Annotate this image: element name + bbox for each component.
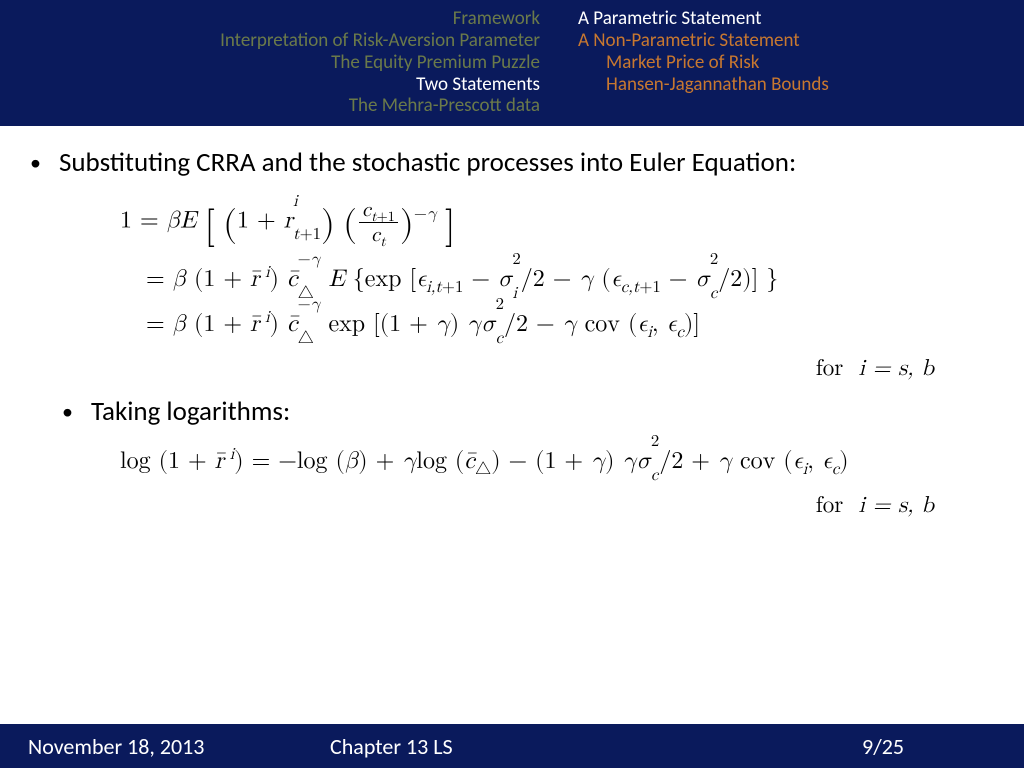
eq-for-1: for i = s, b [120, 355, 994, 383]
eq-for-2: for i = s, b [120, 492, 994, 520]
euler-equation-block: 1 = βE [ (1 + rit+1t+1) (ct+1ct)−γ ] = β… [30, 198, 994, 383]
bullet-text-2: Taking logarithms: [91, 395, 290, 428]
footer-date: November 18, 2013 [0, 733, 330, 760]
bullet-substituting: • Substituting CRRA and the stochastic p… [30, 146, 994, 180]
slide-body: • Substituting CRRA and the stochastic p… [0, 126, 1024, 520]
bullet-text-1: Substituting CRRA and the stochastic pro… [59, 146, 796, 179]
eq-line-3: = β (1 + r̄ i) c̄−γ△−γ exp [(1 + γ) γσ2c… [120, 310, 994, 339]
slide-footer: November 18, 2013 Chapter 13 LS 9/25 [0, 724, 1024, 768]
bullet-icon: • [62, 395, 73, 429]
slide-header: Framework Interpretation of Risk-Aversio… [0, 0, 1024, 126]
nav-two-statements[interactable]: Two Statements [416, 74, 540, 96]
subsection-nav: A Parametric Statement A Non-Parametric … [540, 0, 1024, 126]
subnav-market-price[interactable]: Market Price of Risk [578, 52, 759, 74]
bullet-icon: • [30, 146, 41, 180]
eq-line-1: 1 = βE [ (1 + rit+1t+1) (ct+1ct)−γ ] [120, 198, 994, 249]
footer-chapter: Chapter 13 LS [330, 733, 730, 760]
eq-line-2: = β (1 + r̄ i) c̄−γ△−γ E {exp [ϵi,t+1 − … [120, 265, 994, 294]
nav-risk-aversion[interactable]: Interpretation of Risk-Aversion Paramete… [220, 30, 540, 52]
section-nav: Framework Interpretation of Risk-Aversio… [0, 0, 540, 126]
bullet-logarithms: • Taking logarithms: [30, 395, 994, 429]
footer-page: 9/25 [730, 733, 1024, 760]
nav-framework[interactable]: Framework [453, 8, 540, 30]
nav-mehra-prescott[interactable]: The Mehra-Prescott data [349, 95, 540, 117]
subnav-hansen-jagannathan[interactable]: Hansen-Jagannathan Bounds [578, 74, 829, 96]
eq-log-line: log (1 + r̄ i) = −log (β) + γlog (c̄△) −… [120, 447, 994, 476]
subnav-nonparametric[interactable]: A Non-Parametric Statement [578, 30, 800, 52]
subnav-parametric[interactable]: A Parametric Statement [578, 8, 762, 30]
log-equation-block: log (1 + r̄ i) = −log (β) + γlog (c̄△) −… [30, 447, 994, 520]
nav-equity-premium[interactable]: The Equity Premium Puzzle [331, 52, 540, 74]
